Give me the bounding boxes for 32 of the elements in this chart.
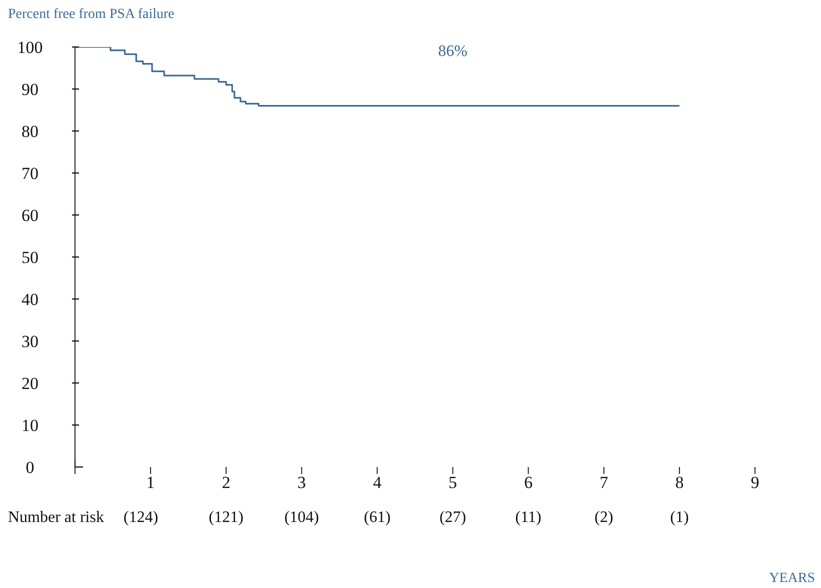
x-tick-label: 1: [146, 473, 155, 492]
text: (121): [208, 509, 244, 526]
annotation: 86%: [438, 42, 468, 60]
text: (61): [364, 509, 391, 526]
x-tick-label: 3: [297, 473, 306, 492]
y-tick-label: 40: [22, 290, 38, 309]
y-tick-label: 80: [22, 122, 38, 141]
y-tick-label: 10: [22, 416, 38, 435]
x-tick-label: 2: [222, 473, 230, 492]
x-tick-label: 5: [448, 473, 458, 492]
text: YEARS: [769, 571, 815, 586]
text: (1): [670, 509, 689, 526]
y-tick-label: 60: [22, 206, 38, 225]
text: (11): [515, 509, 542, 526]
text: (124): [124, 509, 158, 526]
y-tick-label: 100: [17, 38, 43, 57]
y-tick-label: 70: [22, 164, 38, 183]
text: (104): [284, 509, 319, 526]
x-tick-label: 6: [524, 473, 533, 492]
y-tick-label: 20: [22, 374, 38, 393]
y-tick-label: 90: [22, 80, 38, 99]
x-tick-label: 9: [750, 473, 760, 492]
y-tick-label: 0: [26, 458, 34, 477]
text: (2): [594, 509, 614, 526]
x-tick-label: 4: [372, 473, 382, 492]
y-tick-label: 50: [22, 248, 38, 267]
x-tick-label: 8: [675, 473, 684, 492]
y-axis-title: Percent free from PSA failure: [8, 7, 174, 22]
y-tick-label: 30: [22, 332, 38, 351]
text: Number at risk: [8, 509, 104, 526]
x-tick-label: 7: [600, 473, 609, 492]
text: (27): [439, 509, 466, 526]
